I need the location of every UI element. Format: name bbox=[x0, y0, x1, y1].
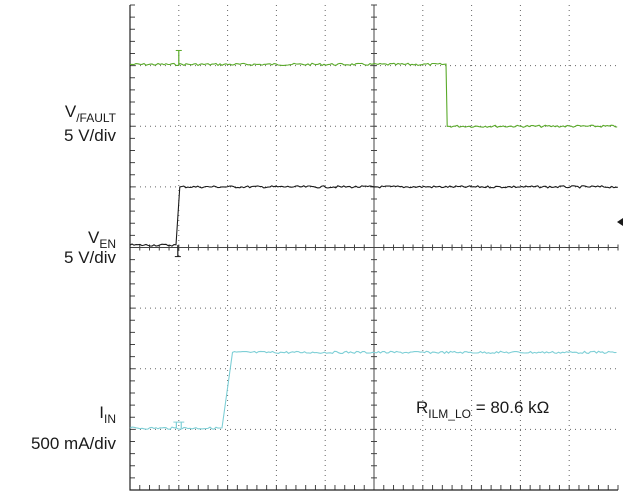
en-channel-label: VEN bbox=[88, 228, 116, 251]
plot-grid bbox=[129, 4, 619, 491]
fault-channel-label: V/FAULT bbox=[65, 102, 117, 125]
en-channel-scale: 5 V/div bbox=[64, 248, 116, 267]
in-channel-scale: 500 mA/div bbox=[31, 434, 117, 453]
trace-fault bbox=[130, 62, 618, 128]
plot-frame bbox=[129, 5, 618, 491]
fault-channel-scale: 5 V/div bbox=[64, 126, 116, 145]
trigger-level-marker bbox=[617, 218, 623, 226]
trace-en bbox=[129, 185, 618, 247]
trace-in bbox=[129, 350, 617, 430]
resistor-annotation: RILM_LO = 80.6 kΩ bbox=[416, 398, 549, 421]
in-channel-label: IIN bbox=[99, 403, 116, 426]
plot-traces bbox=[129, 49, 618, 430]
